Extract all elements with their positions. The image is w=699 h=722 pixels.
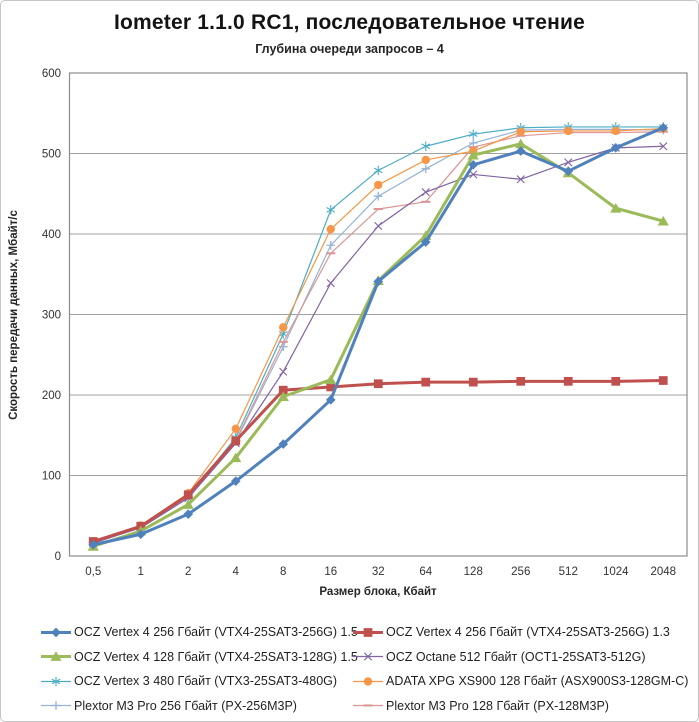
legend-label: OCZ Vertex 4 256 Гбайт (VTX4-25SAT3-256G… <box>74 625 358 640</box>
legend-item: Plextor M3 Pro 256 Гбайт (PX-256M3P) <box>41 699 349 713</box>
y-tick-label: 0 <box>55 551 61 563</box>
triangle-marker-icon <box>41 651 71 662</box>
legend-label: OCZ Vertex 3 480 Гбайт (VTX3-25SAT3-480G… <box>74 674 338 689</box>
square-marker-icon <box>353 627 383 637</box>
legend-label: OCZ Octane 512 Гбайт (OCT1-25SAT3-512G) <box>386 649 646 664</box>
asterisk-marker-icon <box>41 676 71 686</box>
x-tick-label: 128 <box>464 566 483 578</box>
legend-row: OCZ Vertex 4 256 Гбайт (VTX4-25SAT3-256G… <box>1 620 698 645</box>
x-tick-label: 32 <box>372 566 385 578</box>
series-line <box>93 127 664 543</box>
legend-row: Plextor M3 Pro 256 Гбайт (PX-256M3P) Plex… <box>1 694 698 719</box>
gridlines <box>69 72 687 476</box>
series-5 <box>89 124 668 546</box>
x-tick-label: 16 <box>324 566 337 578</box>
legend-item: OCZ Vertex 4 256 Гбайт (VTX4-25SAT3-256G… <box>353 625 670 639</box>
circle-marker-icon <box>353 677 383 686</box>
legend-label: OCZ Vertex 4 256 Гбайт (VTX4-25SAT3-256G… <box>386 625 670 640</box>
x-tick-label: 2048 <box>650 566 676 578</box>
plot-area: 0 100 200 300 400 500 600 0,5 1 2 4 8 16 32 64 128 256 51… <box>42 68 688 578</box>
legend-row: OCZ Vertex 4 128 Гбайт (VTX4-25SAT3-128G… <box>1 645 698 670</box>
x-tick-label: 2 <box>185 566 191 578</box>
legend-label: Plextor M3 Pro 128 Гбайт (PX-128M3P) <box>386 698 609 713</box>
x-marker-icon <box>353 652 383 661</box>
x-tick-label: 1024 <box>603 566 629 578</box>
legend-item: OCZ Vertex 4 128 Гбайт (VTX4-25SAT3-128G… <box>41 650 358 664</box>
series-line <box>92 126 664 547</box>
diamond-markers <box>88 122 669 550</box>
legend-item: OCZ Vertex 4 256 Гбайт (VTX4-25SAT3-256G… <box>41 625 358 639</box>
circle-markers <box>89 124 668 546</box>
series-line <box>93 128 664 543</box>
x-tick-label: 8 <box>280 566 286 578</box>
x-tick-label: 256 <box>511 566 530 578</box>
plus-marker-icon <box>41 701 71 711</box>
x-tick-label: 1 <box>138 566 144 578</box>
y-tick-label: 200 <box>42 390 61 402</box>
x-markers <box>89 142 668 548</box>
legend-label: Plextor M3 Pro 256 Гбайт (PX-256M3P) <box>74 698 297 713</box>
series-3 <box>89 142 668 548</box>
y-tick-label: 500 <box>42 149 61 161</box>
x-tick-label: 0,5 <box>85 566 101 578</box>
legend-item: OCZ Vertex 3 480 Гбайт (VTX3-25SAT3-480G… <box>41 674 349 688</box>
legend-item: OCZ Octane 512 Гбайт (OCT1-25SAT3-512G) <box>353 650 646 664</box>
diamond-marker-icon <box>41 627 71 638</box>
legend-item: ADATA XPG XS900 128 Гбайт (ASX900S3-128G… <box>353 674 688 688</box>
y-tick-label: 300 <box>42 310 61 322</box>
legend-row: OCZ Vertex 3 480 Гбайт (VTX3-25SAT3-480G… <box>1 669 698 694</box>
series-line <box>93 145 664 544</box>
y-tick-label: 100 <box>42 471 61 483</box>
legend-label: OCZ Vertex 4 128 Гбайт (VTX4-25SAT3-128G… <box>74 649 358 664</box>
series-line <box>93 126 664 543</box>
x-tick-label: 512 <box>559 566 578 578</box>
series-0 <box>88 122 669 550</box>
x-tick-label: 64 <box>419 566 432 578</box>
y-tick-label: 400 <box>42 229 61 241</box>
y-tick-label: 600 <box>42 68 61 80</box>
legend-item: Plextor M3 Pro 128 Гбайт (PX-128M3P) <box>353 699 609 713</box>
dash-marker-icon <box>353 704 383 707</box>
series-line <box>92 142 664 548</box>
chart-subtitle: Глубина очереди запросов – 4 <box>255 42 444 56</box>
x-axis-title: Размер блока, Кбайт <box>319 586 437 598</box>
plot-border <box>68 72 688 557</box>
legend: OCZ Vertex 4 256 Гбайт (VTX4-25SAT3-256G… <box>1 620 698 719</box>
legend-label: ADATA XPG XS900 128 Гбайт (ASX900S3-128G… <box>386 674 689 689</box>
x-axis-tick-labels: 0,5 1 2 4 8 16 32 64 128 256 512 1024 2048 <box>85 566 676 578</box>
x-tick-label: 4 <box>233 566 240 578</box>
chart-title: Iometer 1.1.0 RC1, последовательное чтен… <box>113 11 586 34</box>
y-axis-tick-labels: 0 100 200 300 400 500 600 <box>42 68 61 563</box>
